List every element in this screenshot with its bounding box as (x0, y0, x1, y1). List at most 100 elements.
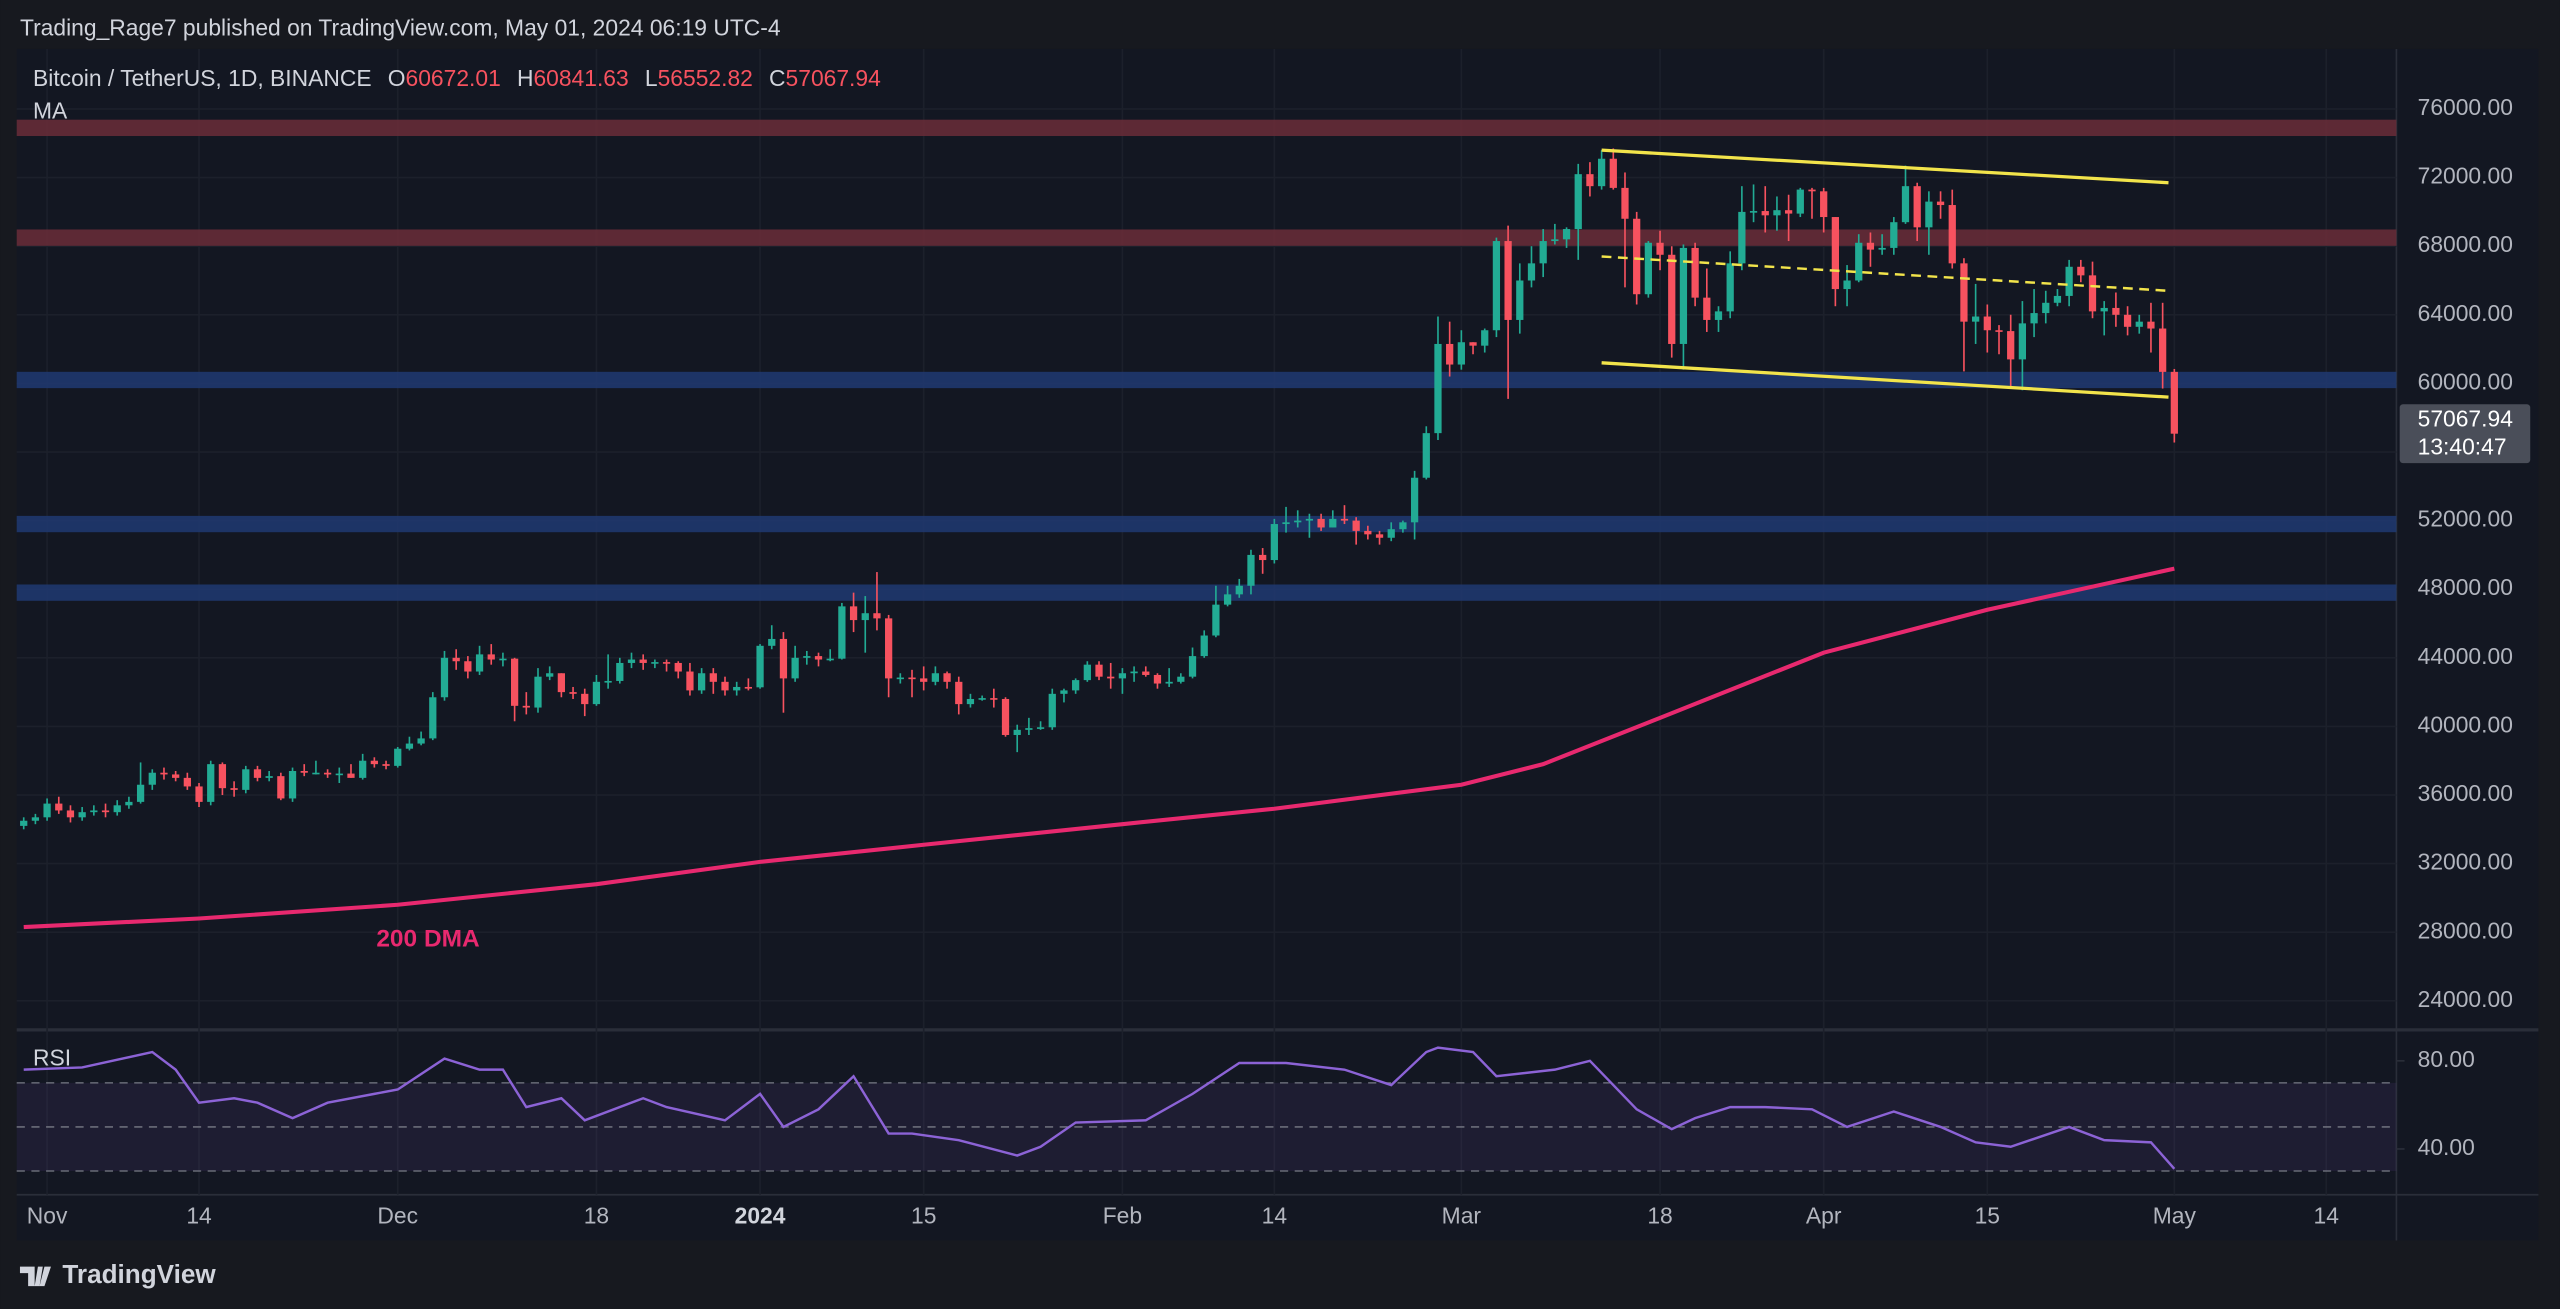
candle-body (1808, 189, 1816, 192)
x-tick-label: Apr (1806, 1203, 1842, 1229)
candle-body (744, 686, 753, 689)
symbol-legend: Bitcoin / TetherUS, 1D, BINANCE O60672.0… (33, 65, 881, 91)
candle-body (499, 658, 507, 661)
candle-body (230, 788, 238, 790)
candle-body (265, 776, 273, 778)
ohlc-label: C (769, 65, 786, 91)
candle-body (207, 764, 215, 802)
candle-body (1913, 186, 1921, 228)
candle-body (2077, 266, 2085, 276)
candle-body (1773, 210, 1781, 216)
rsi-tick-label: 80.00 (2418, 1046, 2475, 1072)
candle-body (1095, 664, 1103, 677)
candle-body (1551, 239, 1559, 242)
candle-body (1586, 174, 1594, 187)
candle-body (1890, 222, 1898, 248)
candle-body (323, 772, 332, 775)
candle-body (1410, 477, 1419, 523)
candle-body (347, 773, 355, 778)
candle-body (779, 638, 788, 679)
candle-body (1259, 554, 1267, 561)
candle-body (2065, 266, 2073, 296)
candle-body (1866, 242, 1875, 250)
candle-body (1983, 316, 1991, 331)
x-tick-label: 15 (1975, 1203, 2000, 1229)
candle-body (440, 657, 449, 698)
candle-body (2007, 331, 2015, 360)
candle-body (1036, 727, 1045, 729)
candle-body (55, 803, 63, 811)
candle-body (873, 613, 881, 619)
candle-body (1504, 241, 1512, 320)
sr-zone (16, 229, 2397, 246)
candle-body (616, 662, 624, 681)
candle-body (1492, 241, 1501, 331)
candle-body (288, 771, 297, 799)
brand-logo[interactable]: TradingView (19, 1259, 216, 1289)
candle-body (405, 743, 414, 749)
candle-body (90, 810, 98, 813)
candle-body (2088, 275, 2097, 312)
candle-body (1633, 218, 1641, 295)
candle-body (721, 681, 729, 691)
candle-body (627, 659, 636, 663)
x-tick-label: May (2153, 1203, 2197, 1229)
ma-line (23, 566, 2175, 930)
candle-body (148, 772, 156, 785)
last-price: 57067.94 (2418, 406, 2514, 432)
candle-body (1107, 676, 1115, 679)
x-tick-label: Nov (27, 1203, 68, 1229)
candle-body (2123, 314, 2132, 327)
y-tick-label: 24000.00 (2418, 986, 2513, 1012)
candle-body (2147, 321, 2155, 329)
candle-body (1574, 174, 1582, 230)
candle-body (908, 677, 916, 680)
candle-body (20, 820, 28, 826)
x-tick-label: Dec (377, 1203, 418, 1229)
y-tick-label: 60000.00 (2418, 368, 2513, 394)
rsi-legend[interactable]: RSI (33, 1044, 71, 1070)
ohlc-value: 60672.01 (406, 65, 501, 91)
candle-body (592, 681, 601, 705)
x-tick-label: 18 (1647, 1203, 1672, 1229)
candle-body (1001, 698, 1010, 735)
candle-body (1025, 728, 1033, 730)
channel-line (1601, 255, 2169, 293)
y-tick-label: 68000.00 (2418, 231, 2513, 257)
chart-background (16, 48, 2539, 1241)
candle-body (1621, 187, 1629, 219)
ohlc-value: 60841.63 (533, 65, 628, 91)
candle-body (674, 662, 682, 672)
candle-body (1609, 158, 1617, 188)
candle-body (1223, 594, 1232, 605)
candle-body (2135, 321, 2143, 327)
candle-body (1691, 247, 1699, 298)
candle-body (1516, 280, 1524, 320)
countdown: 13:40:47 (2418, 433, 2507, 459)
candle-body (1130, 671, 1138, 674)
candle-body (709, 673, 717, 682)
candle-body (464, 661, 472, 672)
candle-body (335, 773, 343, 776)
candle-body (510, 658, 519, 706)
candle-body (382, 764, 390, 766)
candle-body (639, 659, 647, 663)
candle-body (1738, 211, 1746, 264)
candle-body (826, 658, 834, 661)
candle-body (1446, 343, 1454, 365)
candle-body (1165, 681, 1173, 684)
candle-body (195, 786, 203, 802)
candle-body (604, 680, 612, 683)
indicator-legend[interactable]: MA (33, 98, 68, 124)
candle-body (2100, 307, 2108, 312)
candle-body (522, 705, 530, 708)
candle-body (1387, 529, 1395, 538)
candle-body (931, 673, 940, 682)
brand-name: TradingView (62, 1259, 216, 1289)
sr-zone (16, 584, 2397, 601)
candle-body (160, 772, 168, 775)
candle-body (943, 673, 951, 682)
candle-body (1329, 518, 1337, 528)
candle-body (1995, 330, 2003, 332)
candle-body (896, 677, 904, 680)
